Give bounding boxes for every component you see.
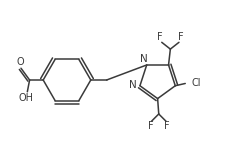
Text: F: F bbox=[157, 32, 163, 42]
Text: F: F bbox=[178, 32, 184, 42]
Text: F: F bbox=[164, 121, 170, 131]
Text: Cl: Cl bbox=[192, 78, 201, 88]
Text: O: O bbox=[16, 57, 24, 67]
Text: N: N bbox=[140, 54, 148, 64]
Text: N: N bbox=[129, 80, 137, 90]
Text: F: F bbox=[147, 121, 153, 131]
Text: OH: OH bbox=[18, 93, 33, 103]
